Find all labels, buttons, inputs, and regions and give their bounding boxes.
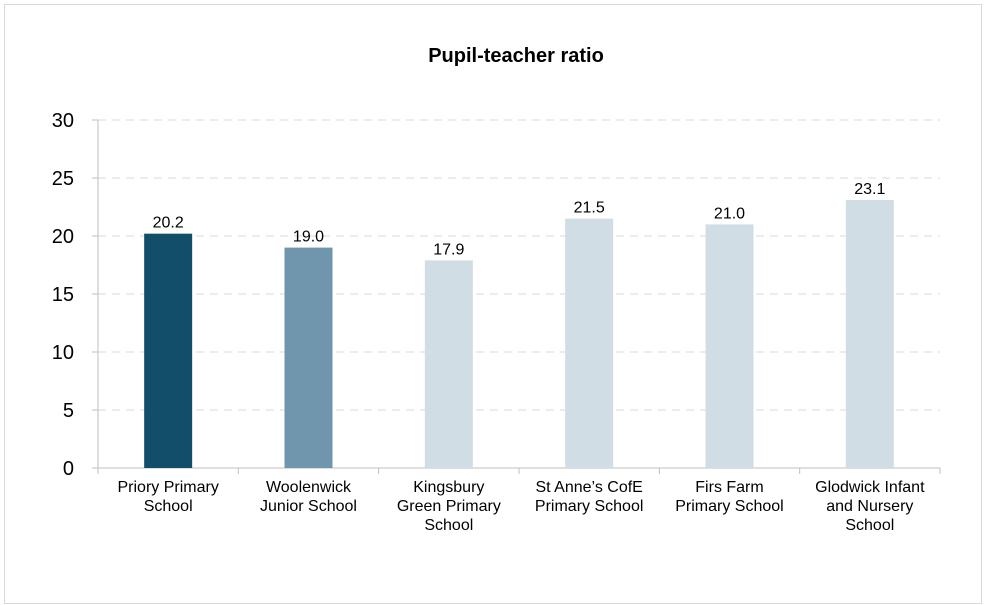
x-tick-label-line: Primary School (535, 498, 643, 515)
bar (424, 260, 473, 468)
data-label: 17.9 (433, 241, 464, 258)
x-tick-label: Glodwick Infant and Nursery School (815, 479, 925, 534)
x-tick-label-line: Woolenwick (266, 479, 352, 496)
x-tick-label-line: School (144, 498, 193, 515)
bar (565, 218, 614, 468)
chart-title: Pupil-teacher ratio (428, 45, 604, 67)
x-tick-label-line: St Anne’s CofE (536, 479, 643, 496)
x-tick-label-line: and Nursery (826, 498, 913, 515)
bar (144, 233, 193, 468)
x-tick-label: Firs Farm Primary School (675, 479, 783, 515)
x-tick-label-line: Junior School (260, 498, 357, 515)
x-tick-label: Priory Primary School (117, 479, 218, 515)
x-tick-label: Kingsbury Green Primary School (397, 479, 501, 534)
y-tick-label: 5 (63, 400, 74, 422)
data-label: 21.5 (574, 200, 605, 217)
x-tick-label: St Anne’s CofE Primary School (535, 479, 643, 515)
y-tick-label: 30 (52, 110, 74, 132)
data-label: 19.0 (293, 229, 324, 246)
x-tick-label-line: Kingsbury (413, 479, 484, 496)
x-tick-label-line: School (845, 517, 894, 534)
y-tick-label: 25 (52, 168, 74, 190)
data-label: 23.1 (854, 181, 885, 198)
data-label: 21.0 (714, 205, 745, 222)
x-tick-label-line: School (424, 517, 473, 534)
y-tick-label: 20 (52, 226, 74, 248)
x-tick-label: Woolenwick Junior School (260, 479, 357, 515)
y-tick-label: 0 (63, 458, 74, 480)
bar (845, 200, 894, 469)
bar (284, 247, 333, 468)
x-tick-label-line: Primary School (675, 498, 783, 515)
x-tick-label-line: Firs Farm (695, 479, 763, 496)
x-tick-label-line: Glodwick Infant (815, 479, 925, 496)
bar (705, 224, 754, 468)
x-tick-label-line: Green Primary (397, 498, 501, 515)
data-label: 20.2 (153, 215, 184, 232)
y-tick-label: 15 (52, 284, 74, 306)
y-tick-label: 10 (52, 342, 74, 364)
x-tick-label-line: Priory Primary (117, 479, 218, 496)
